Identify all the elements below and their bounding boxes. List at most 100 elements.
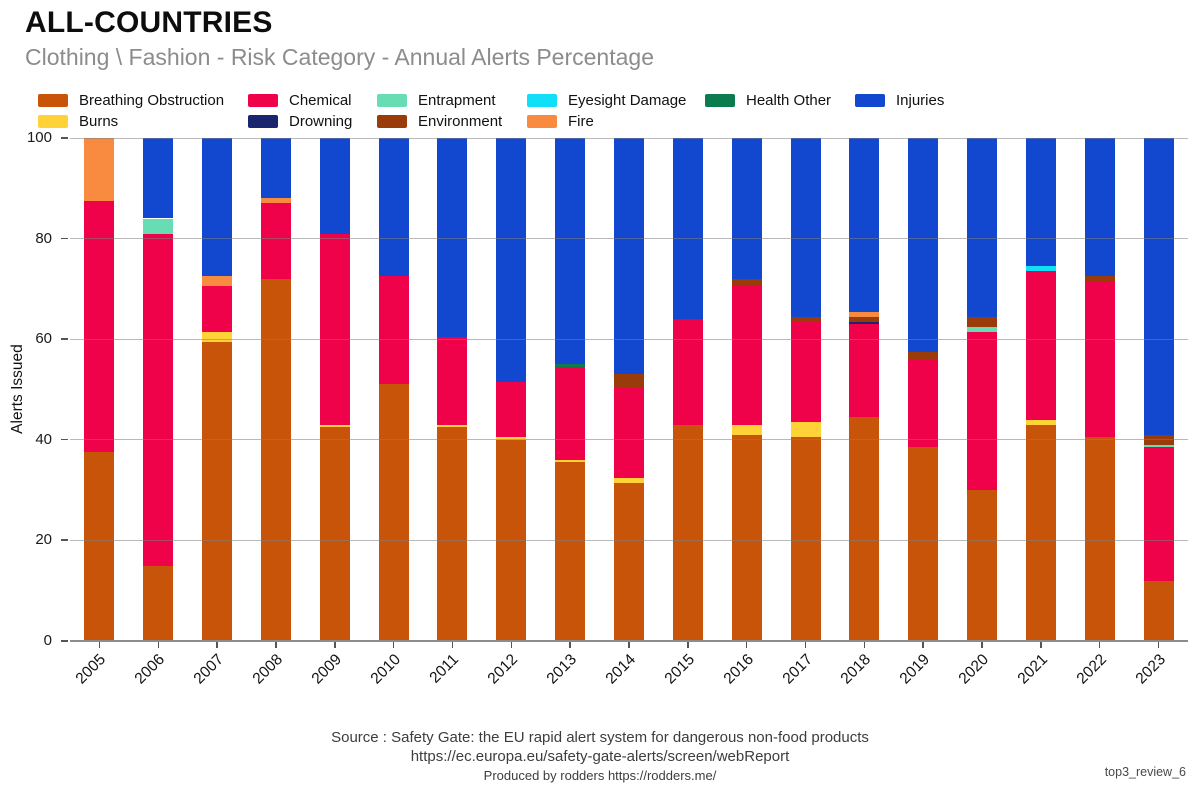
legend-item-environment: Environment bbox=[377, 111, 502, 132]
y-tick-mark-80 bbox=[61, 237, 68, 240]
segment-2012-burns bbox=[496, 437, 527, 440]
y-tick-label-20: 20 bbox=[35, 531, 52, 549]
segment-2010-chemical bbox=[378, 276, 409, 385]
segment-2019-injuries bbox=[908, 138, 939, 352]
segment-2020-environment bbox=[967, 316, 998, 327]
segment-2010-breathing-obstruction bbox=[378, 384, 409, 641]
x-tick-mark-2016 bbox=[745, 641, 748, 648]
gridline-60 bbox=[70, 338, 1188, 340]
y-tick-mark-100 bbox=[61, 137, 68, 139]
segment-2023-chemical bbox=[1143, 447, 1174, 581]
legend-swatch-eyesight-damage bbox=[527, 94, 557, 107]
segment-2014-breathing-obstruction bbox=[614, 482, 644, 641]
bar-2018 bbox=[849, 138, 880, 641]
segment-2016-environment bbox=[731, 278, 762, 287]
x-tick-mark-2009 bbox=[334, 641, 336, 648]
segment-2023-injuries bbox=[1143, 138, 1174, 435]
y-tick-label-0: 0 bbox=[43, 632, 52, 649]
gridline-100 bbox=[70, 137, 1188, 139]
segment-2008-fire bbox=[260, 198, 291, 204]
x-tick-mark-2005 bbox=[98, 641, 101, 648]
segment-2013-chemical bbox=[555, 366, 586, 460]
x-tick-mark-2011 bbox=[451, 641, 454, 648]
legend-column-1: Breathing Obstruction Burns bbox=[38, 90, 224, 132]
segment-2013-injuries bbox=[555, 138, 586, 365]
legend-column-4: Eyesight Damage Fire bbox=[527, 90, 686, 132]
legend-label: Eyesight Damage bbox=[568, 92, 687, 109]
y-tick-mark-0 bbox=[61, 640, 68, 642]
segment-2017-breathing-obstruction bbox=[790, 437, 821, 641]
y-tick-label-80: 80 bbox=[35, 229, 52, 247]
segment-2020-breathing-obstruction bbox=[967, 490, 998, 641]
page-subtitle: Clothing \ Fashion - Risk Category - Ann… bbox=[25, 44, 654, 70]
legend-label: Breathing Obstruction bbox=[79, 92, 225, 109]
segment-2018-environment bbox=[849, 316, 880, 322]
segment-2022-environment bbox=[1084, 276, 1115, 282]
legend-column-5: Health Other bbox=[705, 90, 831, 111]
bar-2022 bbox=[1084, 138, 1115, 641]
segment-2014-chemical bbox=[614, 387, 644, 478]
x-tick-mark-2012 bbox=[510, 641, 513, 648]
segment-2013-burns bbox=[555, 459, 586, 463]
source-text: Source : Safety Gate: the EU rapid alert… bbox=[331, 729, 869, 746]
segment-2021-breathing-obstruction bbox=[1025, 424, 1056, 641]
segment-2017-burns bbox=[790, 422, 821, 438]
segment-2008-breathing-obstruction bbox=[260, 278, 291, 641]
legend-item-entrapment: Entrapment bbox=[377, 90, 502, 111]
bar-2017 bbox=[790, 138, 821, 641]
legend-item-drowning: Drowning bbox=[248, 111, 352, 132]
x-tick-mark-2021 bbox=[1040, 641, 1042, 648]
x-tick-mark-2014 bbox=[628, 641, 630, 648]
segment-2019-breathing-obstruction bbox=[908, 447, 939, 641]
segment-2007-fire bbox=[202, 276, 233, 287]
segment-2021-burns bbox=[1025, 419, 1056, 425]
segment-2021-injuries bbox=[1025, 138, 1056, 267]
segment-2007-injuries bbox=[202, 138, 233, 277]
segment-2009-burns bbox=[319, 424, 350, 428]
gridline-40 bbox=[70, 439, 1188, 441]
y-tick-mark-20 bbox=[61, 539, 68, 541]
x-tick-mark-2018 bbox=[863, 641, 866, 648]
segment-2005-breathing-obstruction bbox=[84, 452, 115, 641]
bar-2016 bbox=[731, 138, 762, 641]
segment-2018-fire bbox=[849, 311, 880, 317]
y-tick-mark-40 bbox=[61, 438, 68, 441]
y-tick-label-40: 40 bbox=[35, 430, 52, 448]
segment-2005-fire bbox=[84, 138, 115, 201]
segment-2017-environment bbox=[790, 316, 821, 322]
x-axis-line bbox=[70, 640, 1188, 642]
segment-2014-injuries bbox=[614, 138, 644, 375]
bar-2008 bbox=[260, 138, 291, 641]
legend-swatch-burns bbox=[38, 115, 68, 128]
legend-column-6: Injuries bbox=[855, 90, 944, 111]
segment-2011-injuries bbox=[437, 138, 468, 337]
y-tick-label-100: 100 bbox=[26, 129, 52, 146]
segment-2016-injuries bbox=[731, 138, 762, 279]
legend-label: Chemical bbox=[289, 92, 352, 109]
x-tick-mark-2010 bbox=[392, 641, 395, 648]
segment-2008-chemical bbox=[260, 203, 291, 279]
segment-2011-breathing-obstruction bbox=[437, 427, 468, 641]
legend-column-3: Entrapment Environment bbox=[377, 90, 502, 132]
segment-2007-burns bbox=[202, 331, 233, 342]
segment-2022-breathing-obstruction bbox=[1084, 437, 1115, 641]
bar-2021 bbox=[1025, 138, 1056, 641]
legend-item-breathing-obstruction: Breathing Obstruction bbox=[38, 90, 224, 111]
legend-label: Health Other bbox=[746, 92, 832, 109]
segment-2010-injuries bbox=[378, 138, 409, 277]
legend-item-eyesight-damage: Eyesight Damage bbox=[527, 90, 686, 111]
segment-2011-chemical bbox=[437, 336, 468, 425]
segment-2012-chemical bbox=[496, 381, 527, 438]
segment-2016-breathing-obstruction bbox=[731, 434, 762, 641]
x-tick-mark-2023 bbox=[1157, 641, 1160, 648]
segment-2014-burns bbox=[614, 477, 644, 483]
segment-2023-entrapment bbox=[1143, 444, 1174, 448]
segment-2006-entrapment bbox=[143, 218, 174, 234]
legend-swatch-injuries bbox=[855, 94, 885, 107]
legend-column-2: Chemical Drowning bbox=[248, 90, 352, 132]
bar-2013 bbox=[555, 138, 586, 641]
segment-2007-breathing-obstruction bbox=[202, 341, 233, 641]
x-tick-mark-2022 bbox=[1098, 641, 1101, 648]
gridline-20 bbox=[70, 539, 1188, 541]
y-tick-mark-60 bbox=[61, 338, 68, 340]
